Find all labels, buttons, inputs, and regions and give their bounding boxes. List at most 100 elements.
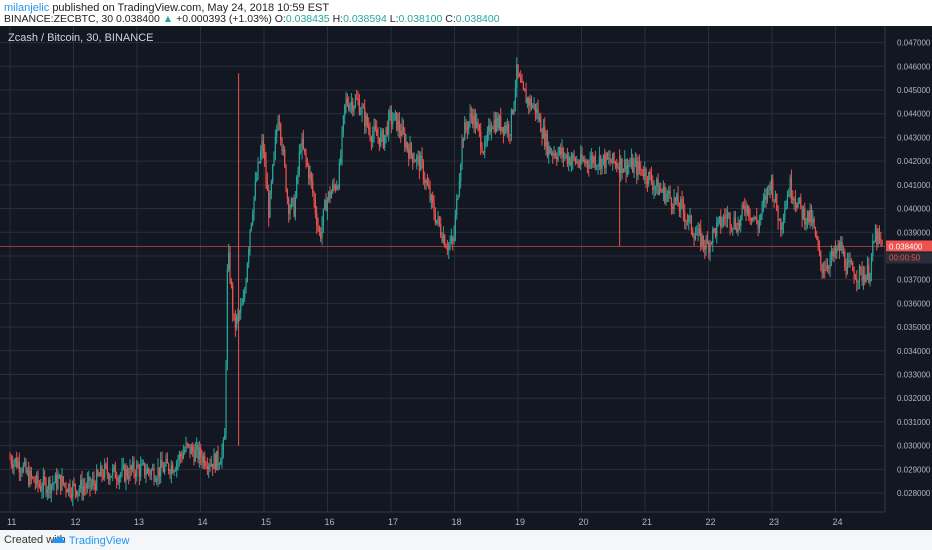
candle-body — [474, 113, 476, 128]
candle-body — [364, 107, 366, 126]
candle-body — [49, 479, 51, 493]
candle-body — [813, 218, 815, 227]
candle-body — [357, 99, 359, 101]
candle-body — [65, 484, 67, 490]
candle-body — [208, 465, 210, 470]
candle-body — [421, 155, 423, 162]
candle-body — [46, 489, 48, 494]
candle-body — [116, 478, 118, 481]
candle-body — [478, 125, 480, 131]
x-tick-label: 21 — [642, 517, 652, 527]
candle-body — [817, 238, 819, 247]
candle-body — [166, 458, 168, 464]
candle-body — [80, 479, 82, 489]
candle-body — [593, 157, 595, 164]
candle-body — [52, 483, 54, 485]
ohlc-line: BINANCE:ZECBTC, 30 0.038400 ▲ +0.000393 … — [4, 13, 500, 25]
chart-area[interactable]: 0.047000 0.046000 0.045000 0.044000 0.043000… — [0, 26, 932, 530]
candle-body — [402, 126, 404, 133]
candle-body — [294, 197, 296, 217]
candle-body — [845, 267, 847, 275]
candle-body — [660, 188, 662, 191]
x-tick-label: 19 — [515, 517, 525, 527]
close-value: 0.038400 — [455, 13, 500, 25]
candle-body — [737, 222, 739, 233]
candle-body — [816, 235, 818, 239]
candle-body — [281, 139, 283, 151]
candle-body — [510, 109, 512, 136]
candle-body — [448, 243, 450, 251]
candle-body — [621, 158, 623, 173]
candle-body — [582, 160, 585, 162]
candle-body — [57, 478, 59, 489]
candle-body — [781, 224, 783, 230]
candle-body — [37, 474, 39, 485]
candle-body — [706, 239, 709, 244]
chart-header: milanjelic published on TradingView.com,… — [0, 0, 932, 26]
candle-body — [185, 443, 187, 451]
candle-body — [605, 153, 607, 169]
candle-body — [734, 217, 737, 229]
author-link[interactable]: milanjelic — [4, 2, 50, 14]
candle-body — [69, 483, 71, 495]
candle-body — [617, 167, 619, 169]
y-tick-label: 0.032000 — [897, 394, 931, 403]
candle-body — [544, 126, 546, 147]
price-chart[interactable]: 0.047000 0.046000 0.045000 0.044000 0.043000… — [0, 26, 932, 530]
candle-body — [485, 141, 487, 143]
candle-body — [261, 140, 263, 152]
candle-body — [366, 115, 368, 126]
candle-body — [834, 247, 837, 254]
candle-body — [158, 467, 160, 477]
candle-body — [225, 363, 227, 435]
candle-body — [612, 153, 614, 164]
candle-body — [392, 120, 394, 124]
candle-body — [589, 160, 591, 168]
candle-body — [194, 449, 196, 462]
candle-body — [512, 109, 514, 114]
candle-body — [704, 245, 706, 250]
symbol-label: BINANCE:ZECBTC, 30 — [4, 13, 114, 25]
candle-body — [438, 216, 440, 225]
candle-body — [192, 446, 194, 452]
candle-body — [556, 157, 558, 160]
candle-body — [93, 479, 95, 484]
candle-body — [114, 465, 116, 479]
y-tick-label: 0.047000 — [897, 39, 931, 48]
candle-body — [33, 477, 35, 483]
candle-body — [100, 466, 102, 477]
candle-body — [189, 444, 191, 455]
candle-body — [389, 110, 391, 113]
candle-body — [653, 187, 655, 190]
candle-body — [613, 153, 615, 163]
candle-body — [64, 483, 66, 485]
candle-body — [656, 179, 658, 187]
candle-body — [614, 162, 617, 164]
candle-body — [202, 455, 204, 463]
candle-body — [782, 220, 785, 225]
candle-body — [470, 113, 472, 116]
candle-body — [137, 464, 139, 468]
x-tick-label: 14 — [198, 517, 208, 527]
candle-body — [697, 228, 699, 235]
candle-body — [622, 169, 625, 173]
candle-body — [833, 247, 835, 257]
candle-body — [386, 126, 388, 135]
candle-body — [374, 126, 376, 130]
candle-body — [509, 134, 511, 136]
y-tick-label: 0.042000 — [897, 157, 931, 166]
candle-body — [566, 154, 569, 164]
candle-body — [177, 459, 179, 463]
candle-body — [30, 470, 32, 478]
candle-body — [200, 447, 202, 458]
candle-body — [769, 186, 771, 191]
candle-body — [426, 180, 428, 186]
candle-body — [774, 194, 777, 201]
candle-body — [802, 208, 805, 219]
candle-body — [20, 471, 22, 473]
candle-body — [193, 451, 195, 462]
candle-body — [333, 184, 335, 186]
tradingview-logo[interactable]: TradingView — [52, 534, 129, 547]
candle-body — [806, 210, 809, 222]
candle-body — [13, 462, 15, 468]
